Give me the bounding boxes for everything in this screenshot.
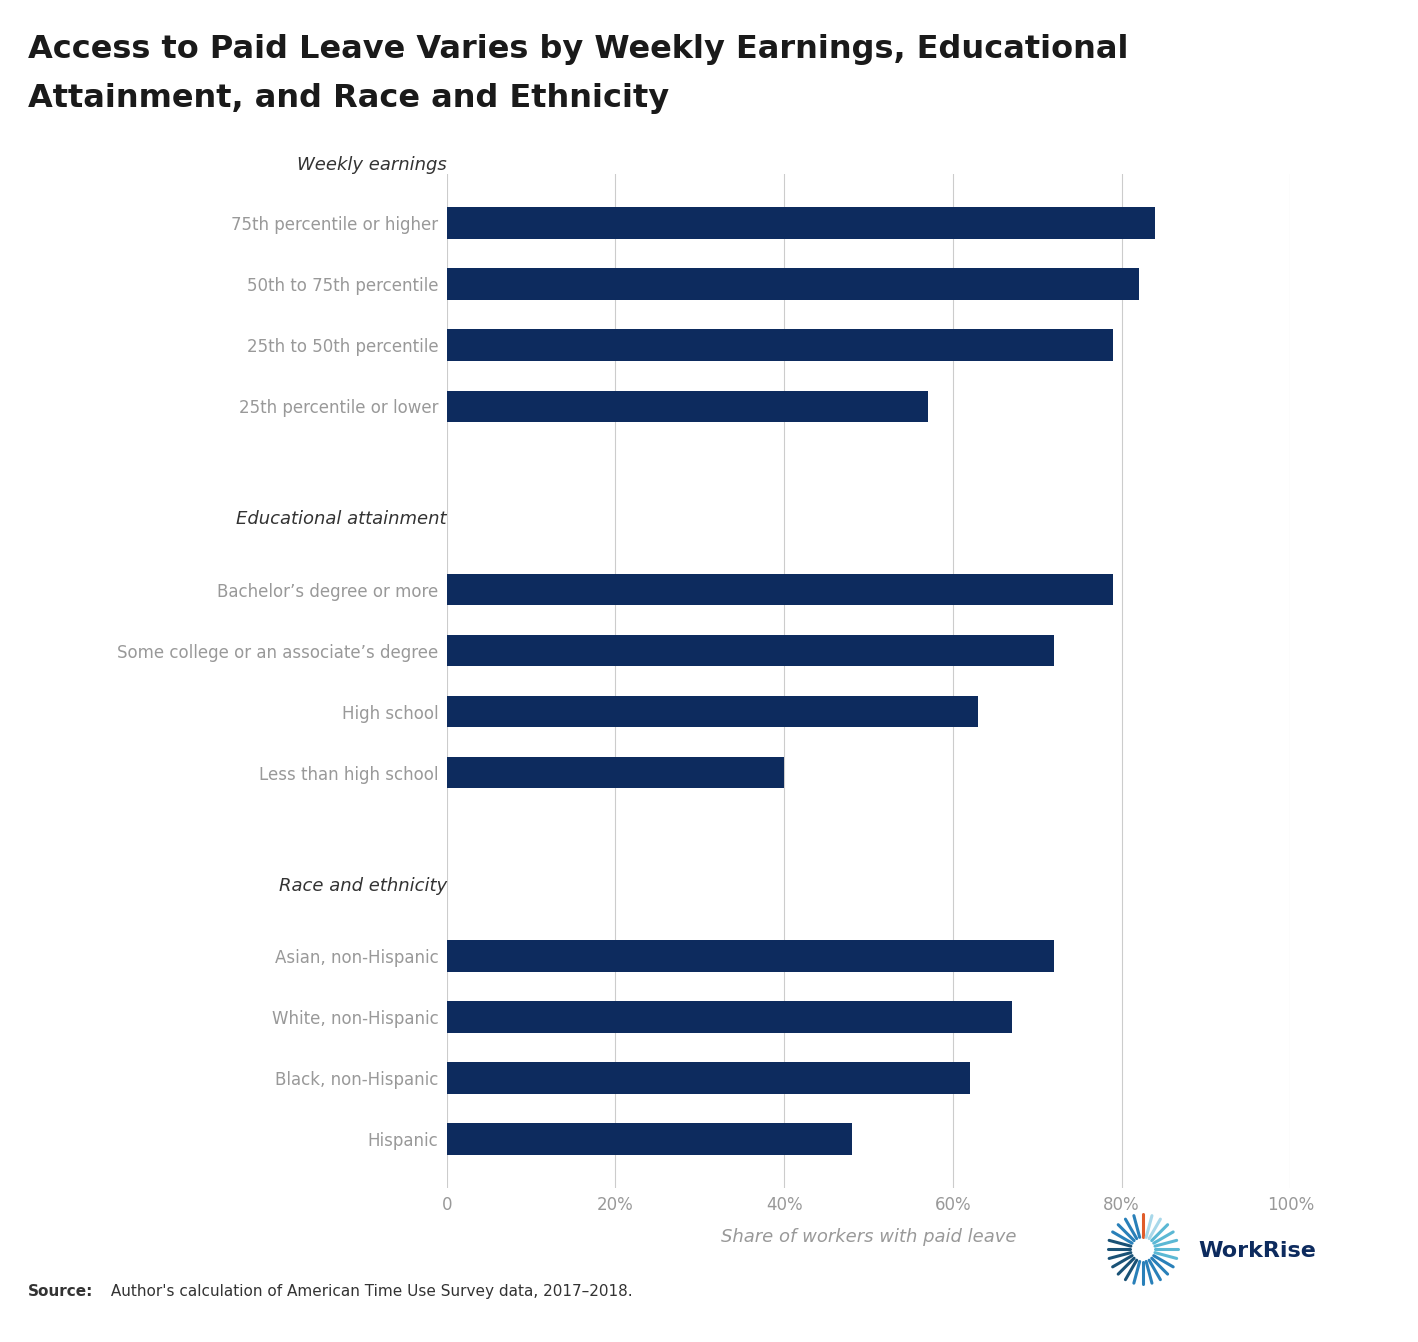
Bar	[447, 695, 978, 727]
Text: Author's calculation of American Time Use Survey data, 2017–2018.: Author's calculation of American Time Us…	[106, 1284, 632, 1299]
Bar	[447, 330, 1113, 361]
Text: Weekly earnings: Weekly earnings	[296, 156, 447, 174]
Bar	[447, 939, 1054, 972]
Text: Race and ethnicity: Race and ethnicity	[278, 876, 447, 895]
Bar	[447, 635, 1054, 667]
Bar	[447, 208, 1156, 239]
Bar	[447, 573, 1113, 605]
Bar	[447, 1062, 970, 1094]
Bar	[447, 1001, 1012, 1032]
Bar	[447, 757, 784, 789]
Text: Source:: Source:	[28, 1284, 94, 1299]
Text: Educational attainment: Educational attainment	[237, 510, 447, 529]
X-axis label: Share of workers with paid leave: Share of workers with paid leave	[720, 1228, 1017, 1245]
Text: Attainment, and Race and Ethnicity: Attainment, and Race and Ethnicity	[28, 83, 669, 114]
Text: Access to Paid Leave Varies by Weekly Earnings, Educational: Access to Paid Leave Varies by Weekly Ea…	[28, 34, 1129, 64]
Bar	[447, 391, 927, 423]
Text: WorkRise: WorkRise	[1198, 1241, 1316, 1260]
Bar	[447, 268, 1139, 301]
Bar	[447, 1123, 852, 1154]
